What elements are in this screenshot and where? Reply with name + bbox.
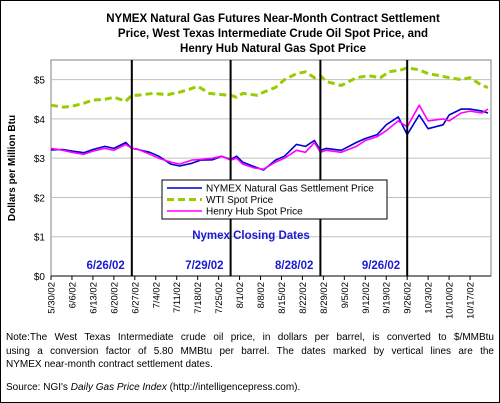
- x-tick-label: 8/1/02: [235, 282, 246, 308]
- x-tick-label: 7/25/02: [214, 282, 225, 314]
- x-tick-label: 8/8/02: [256, 282, 267, 308]
- x-tick-label: 8/22/02: [298, 282, 309, 314]
- plot-area: [50, 59, 492, 277]
- y-tick-label: $3: [34, 154, 46, 165]
- legend-label: WTI Spot Price: [206, 195, 274, 206]
- chart-title-line: Price, West Texas Intermediate Crude Oil…: [118, 28, 428, 40]
- y-tick-label: $0: [34, 272, 46, 283]
- x-tick-label: 8/29/02: [319, 282, 330, 314]
- closing-date-label: 9/26/02: [362, 260, 400, 272]
- x-tick-label: 7/11/02: [172, 282, 183, 313]
- x-tick-label: 5/30/02: [47, 282, 58, 314]
- price-chart: NYMEX Natural Gas Futures Near-Month Con…: [7, 13, 492, 319]
- x-tick-label: 9/19/02: [382, 282, 393, 314]
- series-line-0: [50, 108, 489, 171]
- closing-date-label: 6/26/02: [86, 260, 124, 272]
- note-line-3: NYMEX near-month contract settlement dat…: [6, 359, 213, 370]
- source-title: Daily Gas Price Index: [70, 382, 167, 393]
- x-tick-label: 7/4/02: [151, 282, 162, 308]
- chart-title-line: NYMEX Natural Gas Futures Near-Month Con…: [106, 13, 440, 25]
- x-tick-label: 10/3/02: [424, 282, 435, 314]
- closing-date-label: 7/29/02: [185, 260, 223, 272]
- x-tick-label: 6/20/02: [109, 282, 120, 314]
- footnote: Note:The West Texas Intermediate crude o…: [6, 331, 494, 372]
- series-line-1: [50, 66, 489, 109]
- chart-title-line: Henry Hub Natural Gas Spot Price: [180, 43, 366, 55]
- y-tick-label: $4: [34, 115, 46, 126]
- legend-box: [161, 179, 388, 220]
- y-axis-label: Dollars per Million Btu: [7, 115, 18, 221]
- y-tick-label: $2: [34, 193, 46, 204]
- note-line-1: Note:The West Texas Intermediate crude o…: [6, 332, 494, 343]
- x-tick-label: 10/17/02: [466, 282, 477, 319]
- source-note: Source: NGI's Daily Gas Price Index (htt…: [6, 382, 300, 393]
- series-line-2: [50, 104, 489, 170]
- x-tick-label: 6/6/02: [67, 282, 78, 308]
- source-prefix: Source: NGI's: [6, 382, 71, 393]
- x-tick-label: 9/26/02: [403, 282, 414, 314]
- x-tick-label: 6/27/02: [130, 282, 141, 314]
- x-tick-label: 10/10/02: [445, 282, 456, 319]
- x-tick-label: 9/5/02: [340, 282, 351, 308]
- x-tick-label: 8/15/02: [277, 282, 288, 314]
- legend-label: NYMEX Natural Gas Settlement Price: [206, 184, 374, 195]
- y-tick-label: $5: [34, 76, 46, 87]
- note-line-2: using a conversion factor of 5.80 MMBtu …: [6, 345, 494, 357]
- closing-date-label: 8/28/02: [275, 260, 313, 272]
- x-tick-label: 6/13/02: [88, 282, 99, 314]
- y-tick-label: $1: [34, 233, 46, 244]
- x-tick-label: 7/18/02: [193, 282, 204, 314]
- closing-dates-caption: Nymex Closing Dates: [192, 230, 310, 242]
- legend-label: Henry Hub Spot Price: [206, 207, 303, 218]
- x-tick-label: 9/12/02: [361, 282, 372, 314]
- source-suffix: (http://intelligencepress.com).: [166, 382, 301, 393]
